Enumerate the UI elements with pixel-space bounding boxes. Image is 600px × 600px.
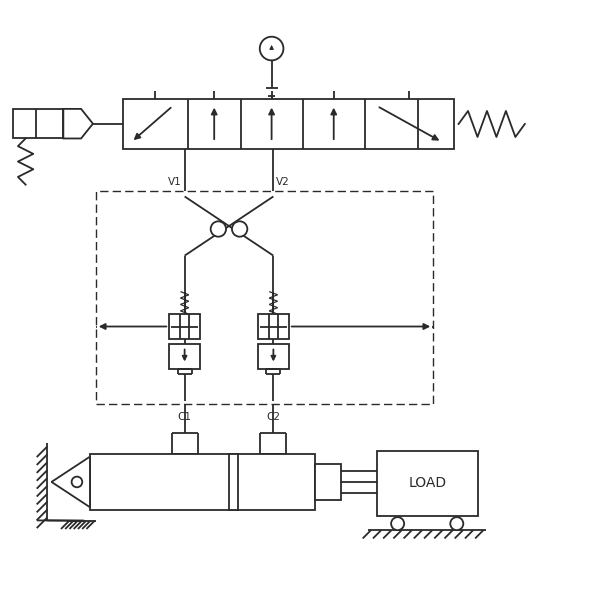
Text: C1: C1 [178,412,191,422]
Bar [122,99,454,149]
Circle shape [232,221,247,236]
Bar [96,191,433,404]
Bar [315,464,341,500]
Circle shape [211,221,226,236]
Text: V1: V1 [168,176,182,187]
Bar [90,454,315,510]
Circle shape [450,517,463,530]
Polygon shape [52,457,90,507]
Circle shape [260,37,283,61]
Bar [169,344,200,368]
Bar [169,314,200,339]
Circle shape [71,476,82,487]
Text: LOAD: LOAD [408,476,446,490]
Text: V2: V2 [277,176,290,187]
Polygon shape [64,109,93,139]
Bar [229,454,238,510]
Bar [13,109,64,139]
Bar [258,344,289,368]
Bar [377,451,478,516]
Text: C2: C2 [266,412,280,422]
Bar [258,314,289,339]
Circle shape [391,517,404,530]
